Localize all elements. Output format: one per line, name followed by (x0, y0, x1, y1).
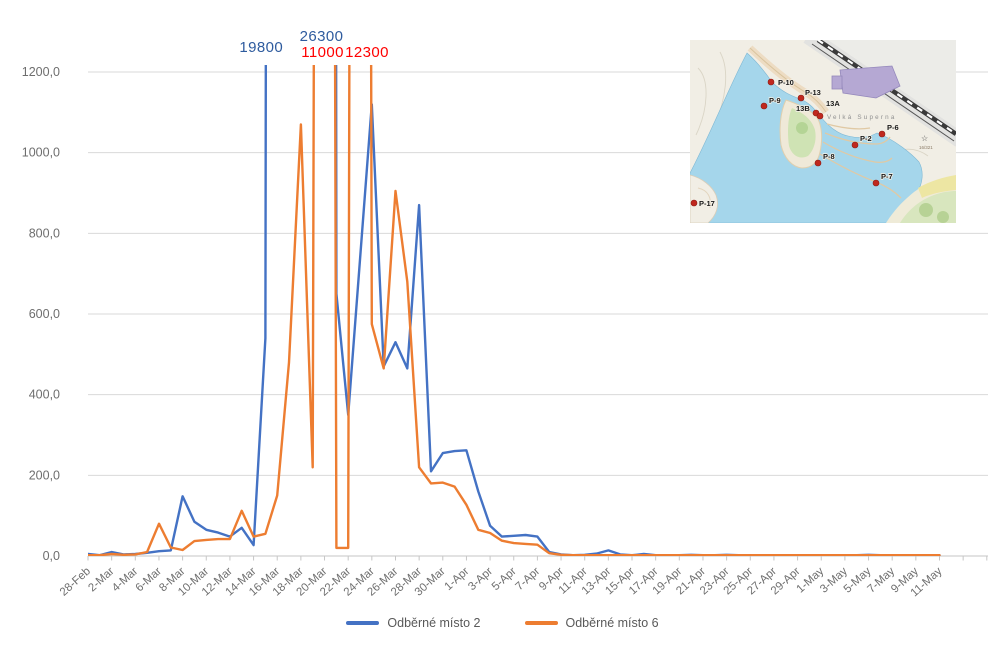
annotation-peak-4: 12300 (345, 44, 389, 61)
y-tick-label: 600,0 (29, 307, 60, 321)
x-tick-label: 3-Apr (466, 565, 495, 593)
legend-label: Odběrné místo 2 (387, 616, 481, 630)
legend-label: Odběrné místo 6 (565, 616, 659, 630)
map-sampling-points: P-10 P-9 P-13 13B 13A P-6 P-2 P-8 P-7 P-17 (690, 77, 899, 209)
map-road-marker: ☆ 16/321 (919, 134, 933, 150)
map-marker-label-P-17: P-17 (699, 199, 715, 208)
map-marker-P-10[interactable] (767, 78, 775, 86)
x-axis-labels: 28-Feb2-Mar4-Mar6-Mar8-Mar10-Mar12-Mar14… (58, 556, 988, 599)
legend-swatch-orange (524, 621, 558, 625)
map-marker-label-13A: 13A (826, 99, 840, 108)
x-tick-label: 2-Mar (86, 565, 116, 594)
map-southeast-land (886, 175, 956, 223)
map-marker-label-P-10: P-10 (778, 78, 794, 87)
map-marker-label-P-8: P-8 (823, 152, 835, 161)
x-tick-label: 1-Apr (443, 565, 472, 593)
map-peninsula (779, 99, 823, 169)
map-marker-label-P-9: P-9 (769, 96, 781, 105)
gridlines (88, 71, 988, 557)
map-marker-P-8[interactable] (814, 159, 822, 167)
y-tick-label: 1000,0 (22, 146, 60, 160)
map-building (831, 65, 901, 99)
y-tick-label: 0,0 (43, 549, 60, 563)
series-line-2[interactable] (88, 0, 941, 556)
y-tick-label: 200,0 (29, 468, 60, 482)
map-marker-P-13[interactable] (797, 94, 805, 102)
map-road-label: 16/321 (919, 145, 933, 150)
series-lines (88, 0, 941, 556)
legend-swatch-blue (346, 621, 380, 625)
chart-legend: Odběrné místo 2 Odběrné místo 6 (0, 616, 1005, 630)
annotation-peak-1: 19800 (239, 39, 284, 56)
annotation-peak-3: 11000 (301, 44, 344, 61)
map-marker-label-P-13: P-13 (805, 88, 821, 97)
map-southwest-land (690, 174, 718, 223)
line-chart: 0,0 200,0 400,0 600,0 800,0 1000,0 1200,0 28-F… (22, 0, 988, 599)
legend-item-odberne-misto-2[interactable]: Odběrné místo 2 (346, 616, 481, 630)
map-marker-P-2[interactable] (851, 141, 859, 149)
map-marker-label-P-7: P-7 (881, 172, 893, 181)
map-inset: Velká Superna ☆ 16/321 P-10 P-9 P-13 13B 13A… (690, 40, 956, 223)
map-marker-label-P-6: P-6 (887, 123, 899, 132)
x-tick-label: 7-Apr (513, 565, 542, 593)
star-icon: ☆ (921, 134, 928, 143)
x-tick-label: 4-Mar (110, 565, 140, 594)
map-marker-13A[interactable] (816, 112, 824, 120)
map-shore-road-line (749, 47, 827, 113)
x-tick-label: 5-Apr (490, 565, 519, 593)
x-tick-label: 6-Mar (134, 565, 164, 594)
y-tick-label: 400,0 (29, 388, 60, 402)
map-marker-P-9[interactable] (760, 102, 768, 110)
y-tick-label: 800,0 (29, 226, 60, 240)
map-marker-label-13B: 13B (796, 104, 810, 113)
legend-item-odberne-misto-6[interactable]: Odběrné místo 6 (524, 616, 659, 630)
map-marker-P-7[interactable] (872, 179, 880, 187)
x-tick-label: 28-Feb (58, 565, 93, 598)
y-axis-labels: 0,0 200,0 400,0 600,0 800,0 1000,0 1200,0 (22, 65, 60, 563)
map-marker-P-17[interactable] (690, 199, 698, 207)
map-place-label: Velká Superna (827, 114, 897, 121)
map-marker-label-P-2: P-2 (860, 134, 872, 143)
y-tick-label: 1200,0 (22, 65, 60, 79)
annotation-peak-2: 26300 (299, 28, 344, 45)
map-marker-P-6[interactable] (878, 130, 886, 138)
